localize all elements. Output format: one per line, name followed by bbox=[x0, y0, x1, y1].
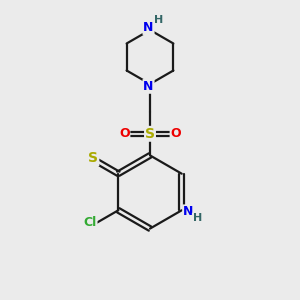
Text: N: N bbox=[143, 21, 154, 34]
Text: S: S bbox=[145, 127, 155, 141]
Text: N: N bbox=[143, 80, 154, 93]
Text: N: N bbox=[183, 205, 194, 218]
Text: O: O bbox=[170, 127, 181, 140]
Text: O: O bbox=[119, 127, 130, 140]
Text: H: H bbox=[193, 213, 202, 224]
Text: Cl: Cl bbox=[83, 216, 97, 230]
Text: S: S bbox=[88, 152, 98, 165]
Text: H: H bbox=[154, 15, 163, 25]
